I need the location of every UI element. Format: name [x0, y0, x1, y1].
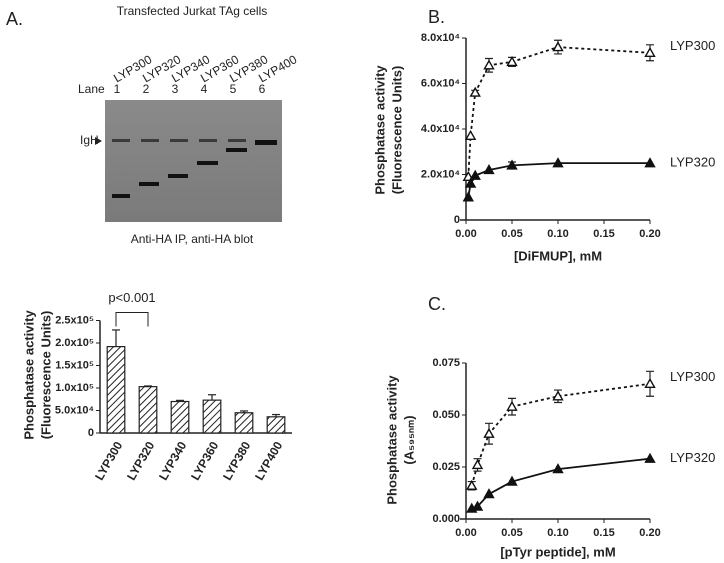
x-tick-label: LYP300 — [92, 439, 125, 483]
data-point — [552, 463, 564, 474]
x-tick-label: 0.10 — [547, 228, 568, 240]
series-label: LYP320 — [670, 155, 715, 170]
marker-label: IgH — [80, 133, 99, 147]
data-point — [644, 46, 656, 57]
y-axis-label: (Fluorescence Units) — [389, 66, 404, 195]
series-line — [471, 457, 651, 510]
series-line — [470, 382, 651, 486]
x-axis-label: [pTyr peptide], mM — [500, 544, 615, 559]
lane-header: Lane — [78, 82, 105, 96]
x-tick-label: LYP400 — [252, 439, 285, 483]
data-point — [469, 86, 481, 97]
data-point — [552, 157, 564, 168]
x-tick-label: 0.20 — [639, 527, 660, 539]
x-tick-label: 0.15 — [593, 527, 614, 539]
x-tick-label: LYP320 — [124, 439, 157, 483]
y-tick-label: 1.0x10⁵ — [55, 382, 94, 394]
x-axis-label: [DiFMUP], mM — [514, 248, 602, 263]
y-tick-label: 0.025 — [432, 461, 460, 473]
data-point — [506, 55, 518, 67]
x-tick-label: 0.05 — [501, 228, 522, 240]
bar — [266, 416, 286, 434]
y-tick-label: 8.0x10⁴ — [421, 32, 460, 44]
y-tick-label: 0.050 — [432, 409, 460, 421]
data-point — [464, 177, 477, 188]
data-point — [644, 157, 656, 168]
x-tick-label: 0.00 — [455, 228, 476, 240]
bar — [202, 399, 222, 434]
y-tick-label: 5.0x10⁴ — [55, 404, 94, 416]
data-point — [464, 129, 477, 141]
series-label: LYP320 — [670, 450, 715, 465]
x-tick-label: 0.00 — [455, 527, 476, 539]
data-point — [552, 390, 564, 401]
series-line — [467, 46, 651, 177]
y-tick-label: 0.000 — [432, 513, 460, 525]
data-point — [483, 59, 495, 70]
y-tick-label: 4.0x10⁴ — [421, 123, 460, 135]
data-point — [644, 377, 656, 388]
data-point — [462, 191, 474, 202]
data-point — [506, 400, 518, 411]
y-tick-label: 0 — [88, 427, 94, 439]
lane-number: 6 — [259, 82, 266, 96]
x-tick-label: 0.20 — [639, 228, 660, 240]
significance-bracket — [115, 312, 149, 327]
data-point — [483, 488, 495, 499]
y-tick-label: 2.5x10⁵ — [55, 314, 94, 326]
x-tick-label: LYP340 — [156, 439, 189, 483]
x-tick-label: LYP380 — [220, 439, 253, 483]
y-axis-label: Phosphatase activity — [21, 310, 36, 440]
panel-label: B. — [428, 7, 445, 27]
series-label: LYP300 — [670, 369, 715, 384]
blot-caption: Anti-HA IP, anti-HA blot — [131, 232, 254, 246]
y-tick-label: 2.0x10⁵ — [55, 337, 94, 349]
lane-number: 2 — [143, 82, 150, 96]
data-point — [471, 500, 484, 511]
data-point — [466, 479, 478, 490]
data-point — [552, 41, 564, 52]
y-tick-label: 0.075 — [432, 357, 460, 369]
data-point — [469, 169, 481, 180]
bar — [234, 412, 254, 434]
x-tick-label: 0.10 — [547, 527, 568, 539]
lane-number: 3 — [172, 82, 179, 96]
data-point — [644, 452, 656, 463]
y-tick-label: 2.0x10⁴ — [421, 168, 460, 180]
series-label: LYP300 — [670, 38, 715, 53]
bar — [106, 346, 126, 434]
x-tick-label: 0.05 — [501, 527, 522, 539]
blot-title: Transfected Jurkat TAg cells — [117, 4, 268, 18]
x-tick-label: 0.15 — [593, 228, 614, 240]
y-axis-label: (A₅₉₅ₙₘ) — [401, 415, 416, 464]
y-tick-label: 1.5x10⁵ — [55, 359, 94, 371]
marker-arrow — [95, 137, 102, 145]
annotation: p<0.001 — [108, 290, 155, 305]
lane-number: 5 — [230, 82, 237, 96]
bar — [138, 386, 158, 434]
data-point — [471, 458, 484, 470]
data-point — [483, 427, 495, 438]
data-point — [483, 164, 495, 175]
data-point — [506, 475, 518, 486]
series-line — [467, 162, 650, 198]
blot-image — [105, 100, 282, 222]
y-axis-label: Phosphatase activity — [372, 65, 387, 195]
y-tick-label: 0 — [454, 214, 460, 226]
bar — [170, 400, 190, 434]
lane-number: 4 — [201, 82, 208, 96]
y-axis-label: Phosphatase activity — [384, 375, 399, 505]
data-point — [506, 159, 518, 170]
x-tick-label: LYP360 — [188, 439, 221, 483]
y-axis-label: (Fluorescence Units) — [38, 311, 53, 440]
lane-number: 1 — [114, 82, 121, 96]
panel-label: C. — [428, 294, 446, 314]
panel-label: A. — [6, 9, 23, 29]
y-tick-label: 6.0x10⁴ — [421, 77, 460, 89]
